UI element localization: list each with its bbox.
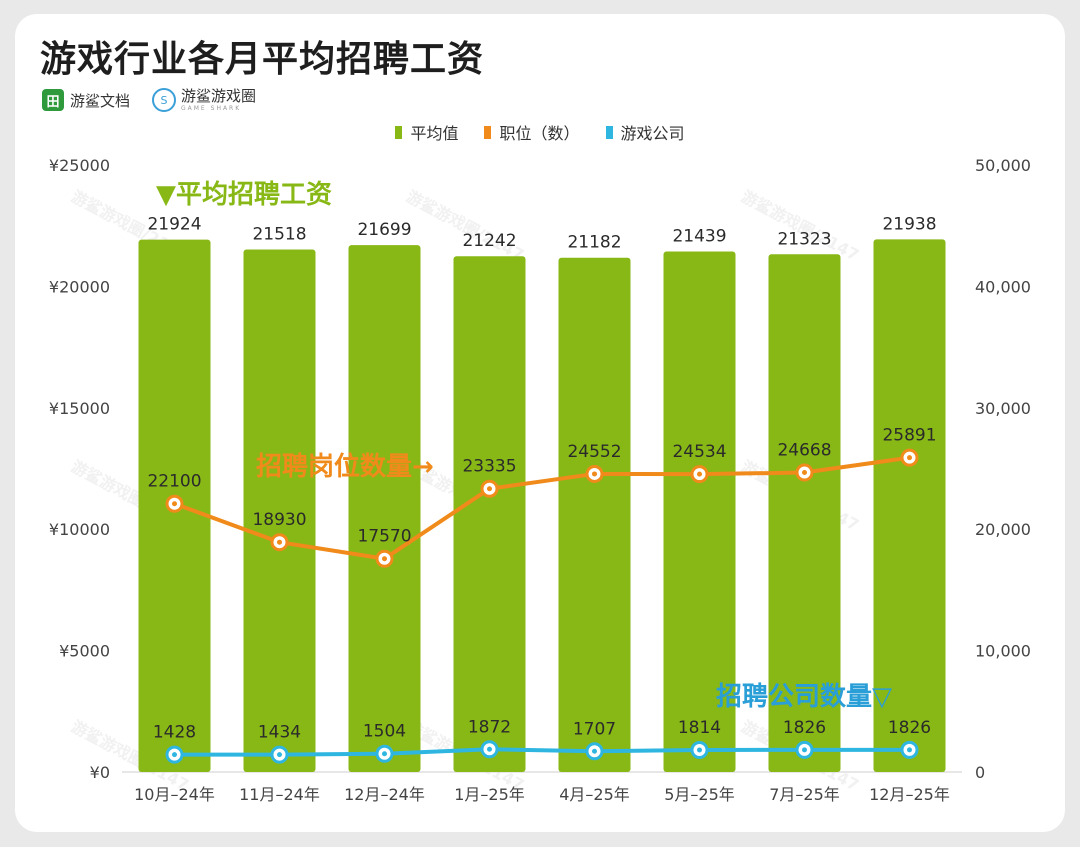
- positions-data-label: 25891: [882, 426, 936, 446]
- bar-data-label: 21439: [672, 226, 726, 246]
- point-companies-dot: [592, 748, 597, 754]
- y-left-tick-label: ¥0: [90, 763, 110, 782]
- point-companies-dot: [277, 752, 282, 758]
- point-companies-dot: [802, 747, 807, 753]
- legend-item-companies[interactable]: 游戏公司: [605, 120, 685, 144]
- annotation-companies: 招聘公司数量▽: [716, 682, 892, 712]
- x-tick-label: 4月–25年: [559, 785, 630, 804]
- bar-average-salary[interactable]: [558, 257, 631, 772]
- x-tick-label: 12月–25年: [869, 785, 950, 804]
- bar-average-salary[interactable]: [768, 254, 841, 772]
- companies-data-label: 1826: [888, 718, 931, 738]
- brand-name: 游鲨文档: [70, 91, 131, 110]
- point-companies-dot: [907, 747, 912, 753]
- series-line-positions: [173, 455, 910, 561]
- x-tick-label: 10月–24年: [134, 785, 215, 804]
- y-right-tick-label: 50,000: [975, 156, 1031, 175]
- watermark-text: 游鲨游戏圈/2147: [738, 187, 862, 265]
- positions-data-label: 23335: [462, 457, 516, 477]
- legend: 平均值 职位（数） 游戏公司: [0, 120, 1080, 144]
- point-companies-dot: [172, 752, 177, 758]
- x-tick-label: 5月–25年: [664, 785, 735, 804]
- brand-subtitle: GAME SHARK: [181, 104, 242, 112]
- legend-item-average[interactable]: 平均值: [395, 120, 458, 144]
- bar-average-salary[interactable]: [453, 256, 526, 772]
- point-positions-dot: [697, 471, 702, 477]
- bar-data-label: 21323: [777, 229, 831, 249]
- positions-data-label: 24534: [672, 442, 726, 462]
- document-logo-icon: 田: [42, 89, 64, 111]
- bar-data-label: 21182: [567, 233, 621, 253]
- annotation-positions: 招聘岗位数量→: [256, 451, 434, 482]
- positions-data-label: 17570: [357, 527, 411, 547]
- point-positions-dot: [592, 471, 597, 477]
- x-tick-label: 1月–25年: [454, 785, 525, 804]
- bar-data-label: 21924: [147, 215, 201, 235]
- companies-data-label: 1707: [573, 719, 616, 739]
- positions-data-label: 24668: [777, 441, 831, 461]
- bar-average-salary[interactable]: [873, 239, 946, 773]
- annotation-average-salary: ▼平均招聘工资: [156, 180, 332, 210]
- companies-data-label: 1504: [363, 722, 406, 742]
- bar-data-label: 21699: [357, 220, 411, 240]
- y-left-tick-label: ¥15000: [49, 399, 110, 418]
- companies-data-label: 1826: [783, 718, 826, 738]
- point-positions-dot: [172, 501, 177, 507]
- point-positions-dot: [487, 486, 492, 492]
- shark-logo-icon: S: [152, 88, 176, 112]
- point-positions-dot: [277, 539, 282, 545]
- point-positions-dot: [382, 556, 387, 562]
- legend-swatch-companies: [605, 125, 613, 139]
- legend-swatch-positions: [484, 125, 492, 139]
- bar-average-salary[interactable]: [348, 245, 421, 772]
- y-right-tick-label: 20,000: [975, 520, 1031, 539]
- point-companies-dot: [697, 747, 702, 753]
- bar-average-salary[interactable]: [243, 249, 316, 772]
- y-left-tick-label: ¥5000: [59, 642, 110, 661]
- series-line-companies: [174, 747, 910, 757]
- bar-average-salary[interactable]: [663, 251, 736, 773]
- brand-youshawendang[interactable]: 田 游鲨文档: [42, 87, 130, 113]
- bar-data-label: 21242: [462, 231, 516, 251]
- point-positions-dot: [802, 470, 807, 476]
- bar-data-label: 21518: [252, 225, 306, 245]
- companies-data-label: 1428: [153, 723, 196, 743]
- y-right-tick-label: 30,000: [975, 399, 1031, 418]
- page-title: 游戏行业各月平均招聘工资: [40, 39, 485, 80]
- legend-swatch-bar: [395, 125, 403, 139]
- y-right-tick-label: 10,000: [975, 642, 1031, 661]
- brand-youshayouxiquan[interactable]: S 游鲨游戏圈 GAME SHARK: [152, 87, 256, 113]
- point-companies-dot: [487, 746, 492, 752]
- bar-data-label: 21938: [882, 214, 936, 234]
- point-companies-dot: [382, 751, 387, 757]
- positions-data-label: 18930: [252, 510, 306, 530]
- positions-data-label: 24552: [567, 442, 621, 462]
- legend-label: 游戏公司: [620, 124, 685, 143]
- legend-item-positions[interactable]: 职位（数）: [484, 120, 580, 144]
- x-tick-label: 11月–24年: [239, 785, 320, 804]
- positions-data-label: 22100: [147, 472, 201, 492]
- companies-data-label: 1814: [678, 718, 721, 738]
- companies-data-label: 1434: [258, 723, 301, 743]
- y-right-tick-label: 0: [975, 763, 985, 782]
- y-right-tick-label: 40,000: [975, 277, 1031, 296]
- brand-name: 游鲨游戏圈: [181, 86, 257, 105]
- point-positions-dot: [907, 455, 912, 461]
- legend-label: 平均值: [410, 124, 459, 143]
- watermark-text: 游鲨游戏圈/2147: [403, 187, 527, 265]
- y-left-tick-label: ¥10000: [49, 520, 110, 539]
- x-tick-label: 12月–24年: [344, 785, 425, 804]
- x-tick-label: 7月–25年: [769, 785, 840, 804]
- y-left-tick-label: ¥20000: [49, 277, 110, 296]
- companies-data-label: 1872: [468, 717, 511, 737]
- legend-label: 职位（数）: [499, 124, 580, 143]
- y-left-tick-label: ¥25000: [49, 156, 110, 175]
